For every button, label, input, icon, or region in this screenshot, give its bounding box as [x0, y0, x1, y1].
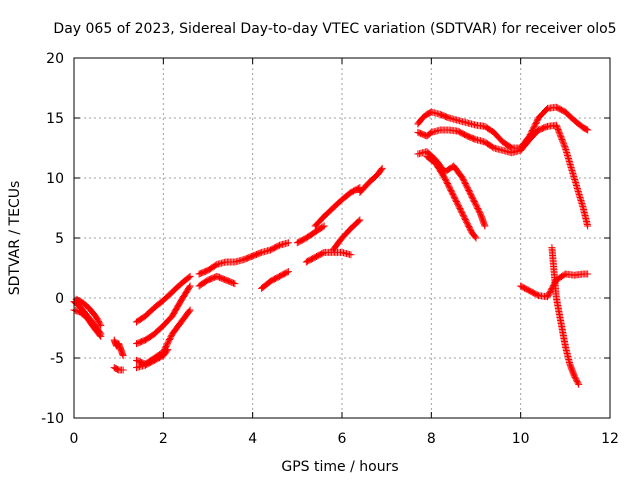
data-point-markers	[302, 248, 355, 266]
data-series-arc-21	[423, 152, 480, 242]
y-tick-label: 20	[46, 51, 64, 67]
grid-lines	[74, 58, 610, 418]
data-point-markers	[110, 364, 127, 374]
data-point-markers	[72, 295, 105, 330]
x-tick-label: 10	[512, 431, 530, 447]
data-series-arc-4	[110, 336, 127, 360]
x-axis-label: GPS time / hours	[281, 459, 398, 475]
data-point-markers	[258, 268, 292, 292]
data-point-markers	[133, 272, 194, 326]
data-series-arc-10	[195, 239, 292, 278]
data-series-arc-17	[356, 164, 386, 196]
data-point-markers	[195, 272, 239, 290]
x-tick-label: 6	[338, 431, 347, 447]
data-series-arc-19	[414, 121, 592, 230]
data-point-markers	[195, 239, 292, 278]
plot-frame	[73, 57, 611, 419]
data-point-markers	[110, 336, 127, 360]
y-tick-label: -10	[41, 411, 64, 427]
data-series-arc-7	[133, 282, 194, 348]
y-tick-label: 10	[46, 171, 64, 187]
data-series-arc-9	[133, 346, 172, 372]
y-tick-label: 15	[46, 111, 64, 127]
data-series-arc-14	[302, 248, 355, 266]
data-series-arc-3	[72, 295, 105, 330]
y-tick-label: -5	[50, 351, 64, 367]
chart-title: Day 065 of 2023, Sidereal Day-to-day VTE…	[53, 21, 616, 37]
data-point-markers	[548, 244, 583, 388]
x-tick-label: 12	[601, 431, 619, 447]
data-point-markers	[133, 282, 194, 348]
data-point-markers	[414, 121, 592, 230]
data-series-arc-23	[548, 244, 583, 388]
x-tick-label: 0	[70, 431, 79, 447]
x-tick-label: 4	[248, 431, 257, 447]
data-series-arc-15	[311, 184, 364, 230]
y-tick-label: 0	[55, 291, 64, 307]
data-point-markers	[311, 184, 364, 230]
data-points	[70, 103, 592, 388]
x-tick-label: 2	[159, 431, 168, 447]
data-series-arc-13	[293, 222, 328, 247]
data-series-arc-11	[195, 272, 239, 290]
data-point-markers	[293, 222, 328, 247]
data-point-markers	[423, 152, 480, 242]
data-point-markers	[329, 216, 364, 254]
data-series-arc-6	[133, 272, 194, 326]
data-series-arc-12	[258, 268, 292, 292]
y-tick-label: 5	[55, 231, 64, 247]
data-series-arc-16	[329, 216, 364, 254]
data-point-markers	[356, 164, 386, 196]
data-series-arc-5	[110, 364, 127, 374]
y-axis-label: SDTVAR / TECUs	[7, 181, 23, 296]
data-point-markers	[133, 346, 172, 372]
x-tick-label: 8	[427, 431, 436, 447]
